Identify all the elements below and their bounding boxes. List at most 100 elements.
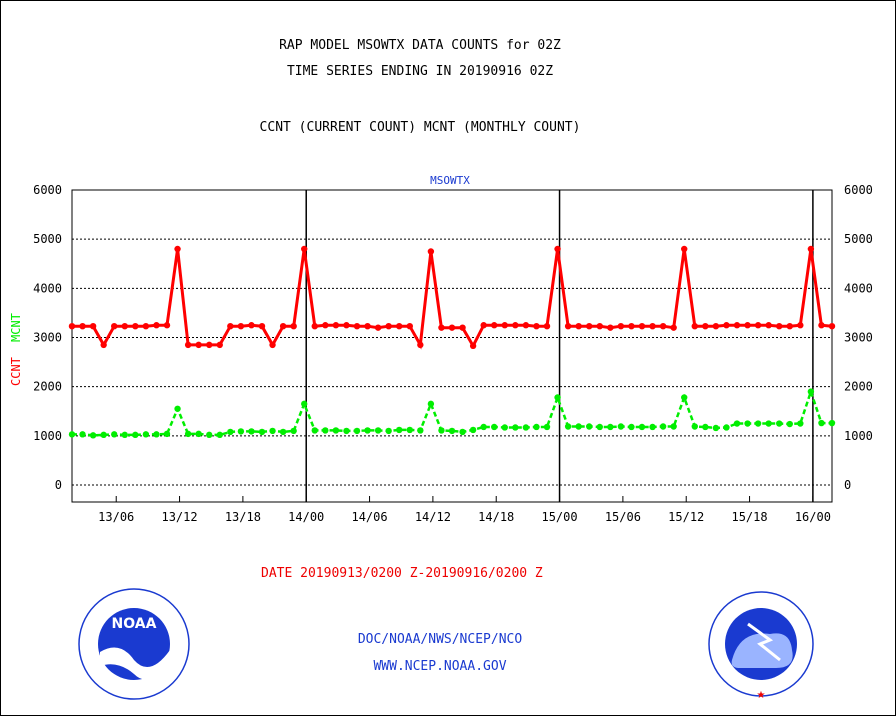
data-point-mcnt: [206, 431, 213, 439]
data-point-ccnt: [385, 322, 392, 330]
data-point-ccnt: [702, 322, 709, 330]
data-point-mcnt: [501, 424, 508, 431]
data-point-ccnt: [681, 245, 688, 253]
data-point-ccnt: [142, 322, 150, 330]
data-point-ccnt: [195, 341, 202, 349]
data-point-ccnt: [564, 322, 572, 330]
data-point-ccnt: [596, 322, 603, 330]
x-tick-label: 13/06: [98, 510, 134, 524]
y-tick-label-right: 3000: [844, 331, 873, 345]
data-point-mcnt: [290, 427, 297, 435]
data-point-ccnt: [649, 322, 656, 330]
data-point-mcnt: [174, 405, 181, 412]
data-point-mcnt: [522, 424, 530, 431]
data-point-ccnt: [417, 341, 424, 349]
data-point-mcnt: [575, 423, 582, 430]
data-point-mcnt: [543, 423, 551, 431]
data-point-ccnt: [132, 322, 139, 330]
agency-text: DOC/NOAA/NWS/NCEP/NCO: [357, 632, 523, 647]
data-point-mcnt: [607, 423, 614, 431]
data-point-mcnt: [227, 428, 234, 436]
y-tick-label-right: 0: [844, 478, 851, 492]
data-point-mcnt: [786, 420, 793, 428]
x-tick-label: 15/12: [668, 510, 704, 524]
data-point-mcnt: [596, 423, 603, 431]
data-point-mcnt: [670, 423, 677, 430]
data-point-mcnt: [638, 423, 646, 431]
data-point-mcnt: [258, 428, 266, 436]
data-point-mcnt: [586, 423, 593, 430]
data-point-mcnt: [417, 427, 424, 434]
website-link[interactable]: WWW.NCEP.NOAA.GOV: [373, 659, 507, 674]
data-point-ccnt: [712, 322, 720, 330]
data-point-ccnt: [174, 245, 181, 253]
data-point-mcnt: [237, 428, 245, 435]
data-point-ccnt: [290, 322, 297, 330]
data-point-mcnt: [269, 427, 276, 435]
data-point-ccnt: [480, 322, 487, 329]
data-point-ccnt: [427, 248, 435, 255]
data-point-ccnt: [364, 322, 371, 330]
x-tick-label: 14/18: [478, 510, 514, 524]
data-point-mcnt: [818, 419, 825, 427]
date-range: DATE 20190913/0200 Z-20190916/0200 Z: [261, 566, 543, 581]
series-description: CCNT (CURRENT COUNT) MCNT (MONTHLY COUNT…: [259, 120, 581, 135]
data-point-mcnt: [691, 423, 698, 430]
data-point-mcnt: [797, 420, 804, 427]
data-point-mcnt: [374, 427, 382, 434]
data-point-mcnt: [353, 427, 361, 435]
data-point-ccnt: [248, 322, 255, 329]
x-tick-label: 13/12: [161, 510, 197, 524]
noaa-logo-text: NOAA: [112, 616, 157, 632]
data-point-mcnt: [438, 427, 445, 434]
data-point-mcnt: [153, 431, 160, 438]
y-tick-label-left: 4000: [33, 281, 62, 295]
x-tick-label: 14/12: [415, 510, 451, 524]
data-point-ccnt: [279, 322, 287, 330]
data-point-mcnt: [512, 424, 519, 431]
chart-title: RAP MODEL MSOWTX DATA COUNTS for 02Z: [279, 38, 561, 53]
data-point-mcnt: [776, 420, 783, 427]
data-point-mcnt: [111, 431, 118, 438]
data-point-mcnt: [628, 423, 635, 431]
data-point-mcnt: [195, 430, 202, 438]
data-point-mcnt: [322, 427, 329, 434]
data-point-ccnt: [617, 322, 625, 330]
data-point-mcnt: [216, 431, 223, 439]
data-point-ccnt: [374, 324, 382, 331]
y-tick-label-left: 6000: [33, 183, 62, 197]
data-point-ccnt: [807, 245, 815, 253]
data-point-ccnt: [733, 322, 741, 329]
chart-body: 6000 6000 5000 5000 4000 4000 3000 3000 2000 2000…: [33, 183, 873, 524]
data-point-ccnt: [670, 324, 677, 331]
data-point-mcnt: [142, 431, 150, 438]
data-point-ccnt: [828, 322, 836, 330]
data-point-ccnt: [691, 322, 698, 330]
data-point-mcnt: [100, 431, 107, 439]
data-point-mcnt: [396, 426, 403, 434]
data-point-mcnt: [480, 423, 487, 431]
data-point-ccnt: [469, 342, 477, 350]
data-point-ccnt: [153, 322, 160, 329]
data-point-ccnt: [206, 341, 213, 349]
data-point-mcnt: [469, 426, 477, 434]
data-point-mcnt: [807, 388, 815, 395]
data-point-mcnt: [754, 420, 762, 427]
data-point-mcnt: [248, 428, 255, 435]
data-point-mcnt: [564, 423, 572, 430]
y-tick-label-right: 1000: [844, 429, 873, 443]
data-point-ccnt: [269, 341, 276, 349]
y-tick-label-right: 4000: [844, 281, 873, 295]
data-point-ccnt: [491, 322, 498, 329]
data-point-mcnt: [427, 400, 435, 408]
data-point-ccnt: [459, 324, 466, 331]
y-tick-label-right: 5000: [844, 232, 873, 246]
x-tick-label: 13/18: [225, 510, 261, 524]
data-point-mcnt: [448, 427, 456, 435]
data-point-mcnt: [744, 420, 751, 427]
data-point-ccnt: [448, 324, 456, 331]
data-point-ccnt: [723, 322, 730, 329]
data-point-mcnt: [649, 423, 656, 431]
data-point-ccnt: [522, 322, 530, 329]
data-point-mcnt: [828, 419, 836, 427]
